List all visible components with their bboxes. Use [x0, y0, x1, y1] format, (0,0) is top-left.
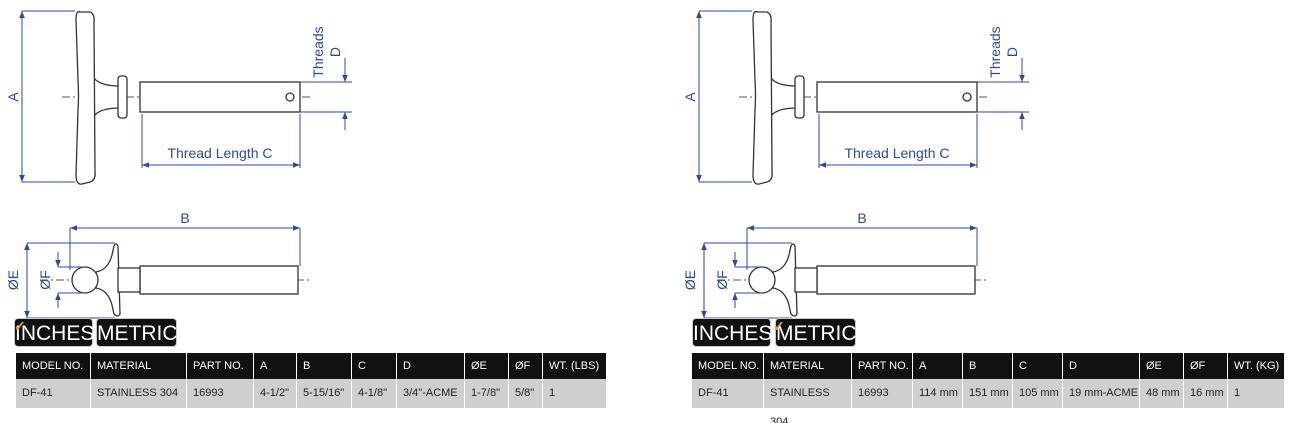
table-header-cell: WT. (KG) — [1228, 353, 1285, 379]
table-header-cell: ØF — [1184, 353, 1228, 379]
table-header-cell: C — [352, 353, 397, 379]
table-cell: 3/4"-ACME — [397, 379, 465, 408]
table-header-cell: ØE — [1140, 353, 1184, 379]
table-header-cell: ØE — [465, 353, 509, 379]
table-cell: 4-1/2" — [254, 379, 297, 408]
dim-label: B — [180, 210, 189, 226]
table-cell: 4-1/8" — [352, 379, 397, 408]
dim-label: ØE — [5, 270, 21, 290]
table-header-cell: MATERIAL — [91, 353, 187, 379]
dim-label: D — [327, 47, 343, 57]
dim-label: Threads — [310, 26, 326, 77]
table-cell: 16 mm — [1184, 379, 1228, 408]
table-cell: 1-7/8" — [465, 379, 509, 408]
dim-label: ØF — [714, 270, 730, 289]
unit-tab[interactable]: INCHES — [692, 318, 772, 347]
table-header-cell: B — [297, 353, 352, 379]
dim-label: ØF — [37, 270, 53, 289]
dim-label: D — [1004, 47, 1020, 57]
table-header-cell: A — [913, 353, 963, 379]
unit-tab[interactable]: METRIC — [775, 318, 857, 347]
unit-tab[interactable]: METRIC — [96, 318, 178, 347]
table-cell: DF-41 — [692, 379, 764, 408]
table-cell: 16993 — [852, 379, 913, 408]
table-header-cell: A — [254, 353, 297, 379]
table-cell: 5-15/16" — [297, 379, 352, 408]
table-cell: DF-41 — [16, 379, 91, 408]
table-cell: 16993 — [187, 379, 254, 408]
table-header-cell: MODEL NO. — [692, 353, 764, 379]
dim-label: Thread Length C — [167, 145, 272, 161]
table-header-cell: D — [1063, 353, 1140, 379]
dim-label: ØE — [682, 270, 698, 290]
table-cell: 151 mm — [963, 379, 1013, 408]
table-cell: 19 mm-ACME — [1063, 379, 1140, 408]
dim-label: A — [5, 92, 21, 102]
table-cell: 48 mm — [1140, 379, 1184, 408]
table-header-cell: MATERIAL — [764, 353, 852, 379]
table-header-cell: PART NO. — [852, 353, 913, 379]
check-icon: ✓ — [773, 318, 785, 334]
table-header-cell: ØF — [509, 353, 543, 379]
dim-label: A — [682, 92, 698, 102]
table-cell: 1 — [543, 379, 607, 408]
table-cell: STAINLESS 304 — [764, 379, 852, 423]
table-cell: 105 mm — [1013, 379, 1063, 408]
dim-label: B — [857, 210, 866, 226]
table-header-cell: C — [1013, 353, 1063, 379]
unit-tab[interactable]: INCHES — [14, 318, 94, 347]
dim-label: Thread Length C — [844, 145, 949, 161]
part-drawing — [699, 11, 1029, 318]
table-header-cell: MODEL NO. — [16, 353, 91, 379]
table-cell: 114 mm — [913, 379, 963, 408]
check-icon: ✓ — [14, 318, 26, 334]
dim-label: Threads — [987, 26, 1003, 77]
part-drawing — [19, 10, 352, 319]
table-header-cell: B — [963, 353, 1013, 379]
table-cell: STAINLESS 304 — [91, 379, 187, 408]
table-cell: 5/8" — [509, 379, 543, 408]
table-header-cell: WT. (LBS) — [543, 353, 607, 379]
table-header-cell: D — [397, 353, 465, 379]
table-cell: 1 — [1228, 379, 1285, 408]
table-header-cell: PART NO. — [187, 353, 254, 379]
